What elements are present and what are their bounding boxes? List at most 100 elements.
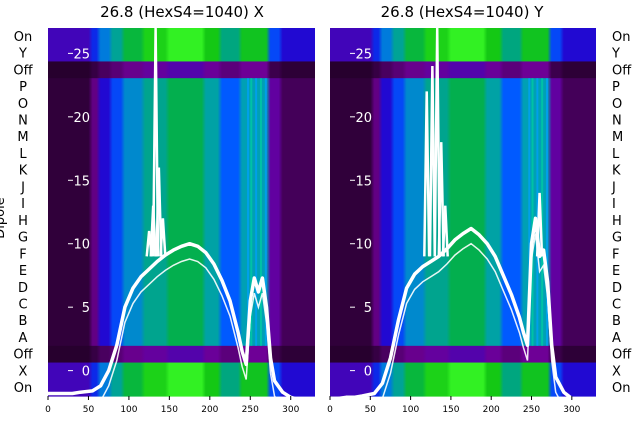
- row-label: G: [18, 231, 28, 246]
- x-tick-label: 100: [402, 405, 419, 415]
- heatmap-row: [48, 278, 315, 297]
- row-label: N: [612, 114, 622, 129]
- x-tick-label: 300: [563, 405, 580, 415]
- inner-y-tick-label: 10: [73, 238, 90, 253]
- heatmap-row: [330, 44, 596, 63]
- y-axis-label-text: Dipole: [0, 197, 8, 238]
- x-tick-label: 50: [365, 405, 377, 415]
- heatmap-streak: [264, 78, 267, 346]
- row-label: I: [21, 197, 25, 212]
- inner-y-tick-label: 20: [73, 111, 90, 126]
- profile-spike: [535, 192, 544, 257]
- x-axis-y: 0 50 100 150 200 250 300: [327, 396, 581, 415]
- heatmap-streak: [546, 78, 549, 346]
- profile-layer-y: [330, 27, 596, 418]
- x-tick-label: 0: [327, 405, 333, 415]
- heatmap-row: [330, 78, 596, 96]
- heatmap-row: [330, 278, 596, 297]
- row-label: P: [19, 80, 27, 95]
- row-label: Y: [611, 47, 620, 62]
- heatmap-row: [48, 78, 315, 96]
- inner-y-tick-label: 15: [355, 174, 372, 189]
- x-tick-label: 100: [120, 405, 137, 415]
- heatmap-row: [330, 28, 596, 46]
- profile-curve-secondary: [330, 233, 596, 418]
- heatmap-streak: [259, 78, 262, 346]
- heatmap-row: [48, 61, 315, 79]
- row-label: E: [19, 264, 27, 279]
- profile-spike: [433, 27, 441, 257]
- x-tick-label: 150: [442, 405, 459, 415]
- heatmap-row: [330, 195, 596, 213]
- profile-spike: [159, 218, 167, 257]
- x-axis-x: 0 50 100 150 200 250 300: [45, 396, 300, 415]
- profile-curve: [330, 216, 596, 403]
- row-label: Off: [612, 348, 632, 363]
- row-label: Y: [18, 47, 27, 62]
- heatmap-row: [48, 345, 315, 364]
- profile-spike: [151, 27, 160, 257]
- profile-spike: [423, 91, 431, 257]
- profile-spike: [428, 66, 437, 257]
- row-label: F: [19, 247, 26, 262]
- heatmap-streak: [531, 78, 534, 346]
- row-label: B: [19, 314, 28, 329]
- row-label: B: [612, 314, 621, 329]
- heatmap-row: [48, 128, 315, 146]
- row-label: On: [14, 30, 32, 45]
- row-label: H: [18, 214, 28, 229]
- chart-title-x: 26.8 (HexS4=1040) X: [100, 3, 264, 21]
- profile-layer-x: [48, 27, 315, 416]
- row-label: On: [612, 30, 630, 45]
- profile-spike: [437, 142, 445, 257]
- heatmap-row: [330, 128, 596, 146]
- heatmap-streak: [528, 78, 531, 346]
- heatmap-streak: [247, 78, 250, 346]
- row-label: O: [612, 97, 622, 112]
- row-label: I: [612, 197, 616, 212]
- row-label: Off: [13, 63, 33, 78]
- heatmap-streak: [536, 78, 539, 346]
- chart-title-y: 26.8 (HexS4=1040) Y: [381, 3, 545, 21]
- row-label: X: [612, 364, 621, 379]
- inner-y-tick-label: 5: [82, 301, 90, 316]
- heatmap-row: [48, 28, 315, 46]
- row-label: J: [611, 180, 616, 195]
- row-label: Off: [612, 63, 632, 78]
- row-label: A: [19, 331, 28, 346]
- y-axis-label: Dipole: [0, 197, 8, 238]
- row-label: P: [612, 80, 620, 95]
- row-label: D: [18, 281, 28, 296]
- row-label: K: [19, 164, 28, 179]
- heatmap-row: [48, 195, 315, 213]
- heatmap-row: [48, 94, 315, 113]
- row-label: E: [612, 264, 620, 279]
- row-label: H: [612, 214, 622, 229]
- row-label: A: [612, 331, 621, 346]
- inner-y-tick-label: 0: [82, 365, 90, 380]
- row-label: L: [612, 147, 620, 162]
- profile-spike: [441, 205, 449, 257]
- heatmap-streak: [250, 78, 253, 346]
- heatmap-row: [330, 262, 596, 280]
- heatmap-row: [330, 379, 596, 397]
- heatmap-row: [330, 212, 596, 230]
- panel-x: 26.8 (HexS4=1040) X 2520151050OnYOffPONM…: [13, 3, 315, 416]
- inner-y-axis-y: 25 20 15 10 5 0: [350, 47, 372, 380]
- heatmap-row: [330, 329, 596, 347]
- heatmap-row: [48, 44, 315, 63]
- row-label: C: [612, 298, 621, 313]
- heatmap-grid-x: [48, 28, 315, 397]
- row-label: On: [612, 381, 630, 396]
- row-label: M: [17, 130, 28, 145]
- inner-y-tick-label: 15: [73, 174, 90, 189]
- profile-spike: [155, 167, 163, 257]
- inner-y-tick-label: 5: [364, 301, 372, 316]
- inner-y-axis-x: 25 20 15 10 5 0: [68, 47, 90, 380]
- row-label: N: [18, 114, 28, 129]
- inner-y-tick-label: 25: [73, 47, 90, 62]
- heatmap-row: [330, 345, 596, 364]
- inner-y-tick-label: 0: [364, 365, 372, 380]
